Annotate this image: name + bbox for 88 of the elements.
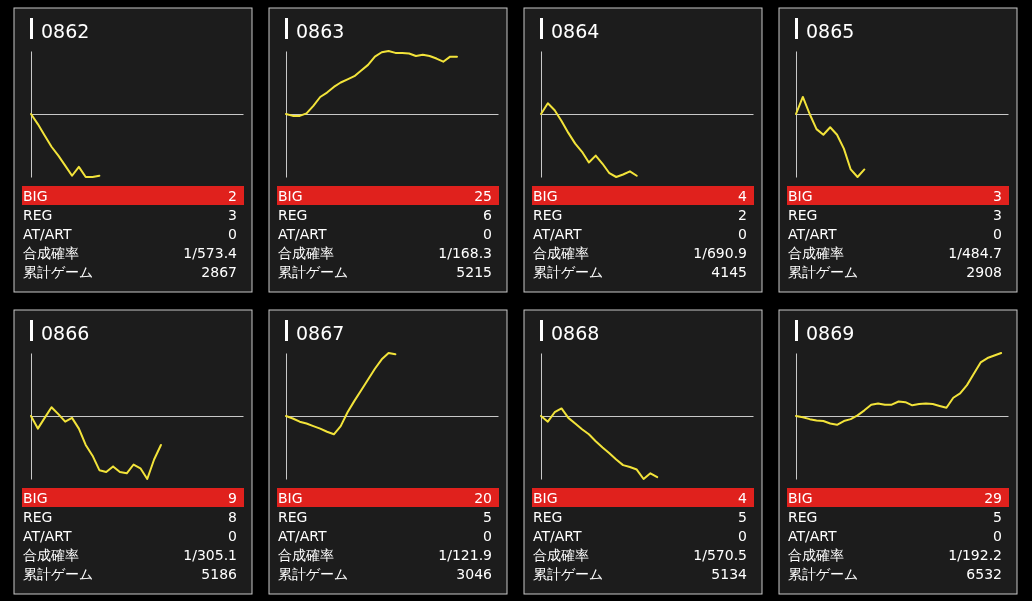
text: 3 (993, 207, 1002, 223)
text: BIG (533, 188, 558, 204)
text: 0 (228, 226, 237, 242)
text: 6532 (966, 566, 1002, 582)
chart-title: 0869 (806, 322, 855, 344)
text: 累計ゲーム (23, 566, 93, 582)
text: 0 (228, 528, 237, 544)
text: 20 (474, 490, 492, 506)
text: REG (278, 207, 308, 223)
text: 累計ゲーム (278, 264, 348, 280)
text: REG (788, 207, 818, 223)
text: AT/ART (23, 226, 73, 242)
chart-title: 0866 (41, 322, 90, 344)
text: 累計ゲーム (533, 264, 603, 280)
text: BIG (533, 490, 558, 506)
text: 4 (738, 490, 748, 506)
text: REG (788, 509, 818, 525)
text: 29 (984, 490, 1002, 506)
text: 9 (228, 490, 237, 506)
text: REG (23, 207, 53, 223)
text: 1/573.4 (183, 245, 238, 261)
text: 4145 (711, 264, 747, 280)
text: 1/192.2 (948, 547, 1002, 563)
text: 5 (738, 509, 747, 525)
text: 合成確率 (533, 245, 589, 261)
text: 累計ゲーム (278, 566, 348, 582)
text: 25 (474, 188, 492, 204)
text: 3046 (456, 566, 493, 582)
text: 3 (993, 188, 1002, 204)
text: 0 (738, 226, 747, 242)
text: 2 (228, 188, 237, 204)
text: BIG (278, 188, 303, 204)
text: AT/ART (278, 528, 328, 544)
text: 1/484.7 (948, 245, 1002, 261)
text: 合成確率 (23, 245, 79, 261)
text: REG (533, 207, 563, 223)
text: 合成確率 (788, 547, 844, 563)
text: 合成確率 (533, 547, 589, 563)
text: AT/ART (788, 528, 838, 544)
text: BIG (278, 490, 303, 506)
text: 2 (738, 207, 747, 223)
text: 0 (993, 528, 1002, 544)
text: REG (533, 509, 563, 525)
text: BIG (23, 188, 48, 204)
text: AT/ART (788, 226, 838, 242)
text: 1/168.3 (438, 245, 492, 261)
text: 0 (483, 226, 492, 242)
text: AT/ART (533, 226, 583, 242)
text: 5 (483, 509, 492, 525)
text: 6 (483, 207, 493, 223)
text: 8 (228, 509, 237, 525)
text: 累計ゲーム (23, 264, 93, 280)
text: REG (23, 509, 53, 525)
chart-title: 0865 (806, 20, 855, 42)
text: BIG (788, 490, 813, 506)
text: 1/690.9 (693, 245, 747, 261)
text: AT/ART (533, 528, 583, 544)
text: 5186 (201, 566, 238, 582)
text: 累計ゲーム (788, 264, 858, 280)
text: 3 (228, 207, 237, 223)
text: 2867 (201, 264, 237, 280)
chart-title: 0867 (296, 322, 345, 344)
text: 合成確率 (278, 547, 334, 563)
text: 累計ゲーム (533, 566, 603, 582)
text: 1/570.5 (693, 547, 747, 563)
text: AT/ART (278, 226, 328, 242)
text: BIG (788, 188, 813, 204)
chart-title: 0862 (41, 20, 90, 42)
text: 5215 (456, 264, 492, 280)
text: 0 (738, 528, 747, 544)
chart-title: 0868 (551, 322, 600, 344)
text: 5134 (711, 566, 748, 582)
text: BIG (23, 490, 48, 506)
text: 0 (483, 528, 492, 544)
text: 合成確率 (23, 547, 79, 563)
text: 5 (993, 509, 1002, 525)
chart-title: 0863 (296, 20, 345, 42)
text: 累計ゲーム (788, 566, 858, 582)
text: AT/ART (23, 528, 73, 544)
text: 0 (993, 226, 1002, 242)
text: 1/121.9 (438, 547, 492, 563)
text: 合成確率 (788, 245, 844, 261)
text: 4 (738, 188, 748, 204)
text: 合成確率 (278, 245, 334, 261)
text: 1/305.1 (183, 547, 237, 563)
chart-title: 0864 (551, 20, 600, 42)
text: 2908 (966, 264, 1002, 280)
text: REG (278, 509, 308, 525)
